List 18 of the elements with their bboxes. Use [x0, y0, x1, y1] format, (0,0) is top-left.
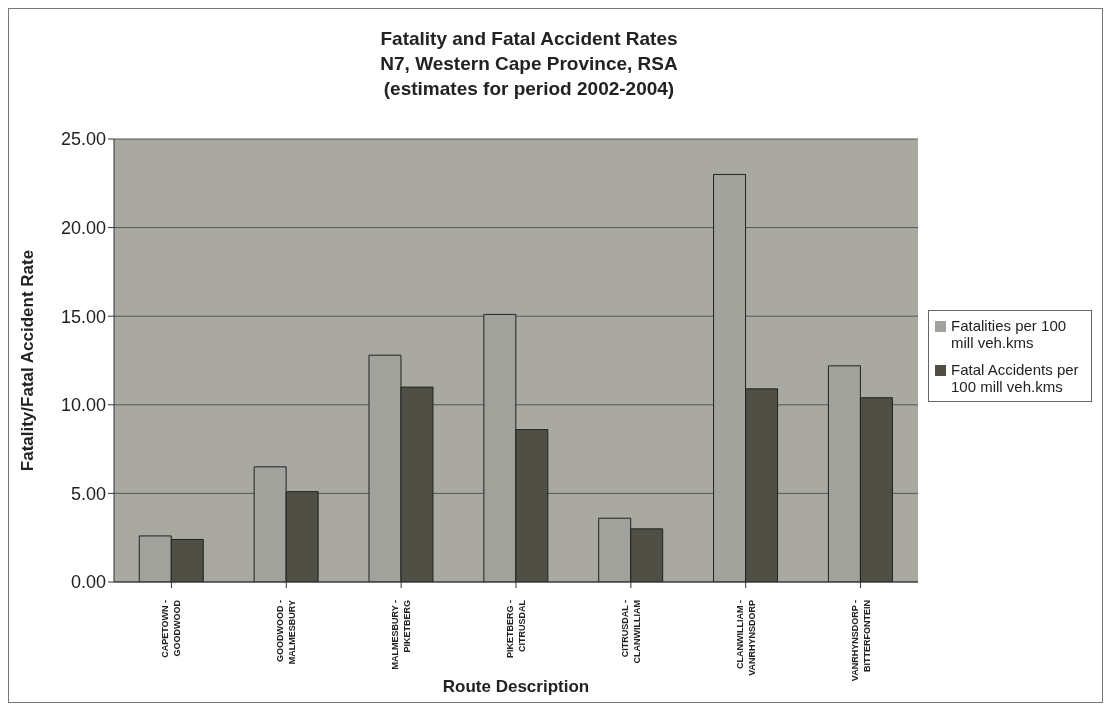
- y-tick-label: 15.00: [60, 306, 106, 327]
- y-tick-label: 10.00: [60, 395, 106, 416]
- x-tick-label: PIKETBERG - CITRUSDAL: [505, 599, 527, 659]
- x-tick-label: CITRUSDAL - CLANWILLIAM: [619, 600, 642, 664]
- y-tick-label: 20.00: [60, 217, 106, 238]
- x-axis-title: Route Description: [442, 677, 590, 696]
- chart-title: Fatality and Fatal Accident Rates N7, Western Cape Province, RSA (estimates for period 2002-2004): [380, 28, 678, 99]
- y-tick-label: 5.00: [70, 483, 106, 504]
- y-tick-label: 25.00: [60, 129, 106, 150]
- x-tick-label: CLANWILLIAM - VANRHYNSDORP: [734, 600, 757, 676]
- x-tick-label: MALMESBURY - PIKETBERG: [390, 600, 413, 670]
- x-tick-label: GOODWOOD - MALMESBURY: [275, 600, 298, 665]
- y-axis-title: Fatality/Fatal Accident Rate: [18, 249, 38, 472]
- x-tick-label: VANRHYNSDORP - BITTERFONTEIN: [849, 600, 872, 682]
- x-tick-label: CAPETOWN - GOODWOOD: [160, 599, 183, 658]
- text: Fatalities per 100 mill veh.kms: [951, 316, 1068, 351]
- y-tick-label: 0.00: [70, 572, 106, 593]
- legend-label: Fatal Accidents per 100 mill veh.kms: [951, 360, 1080, 395]
